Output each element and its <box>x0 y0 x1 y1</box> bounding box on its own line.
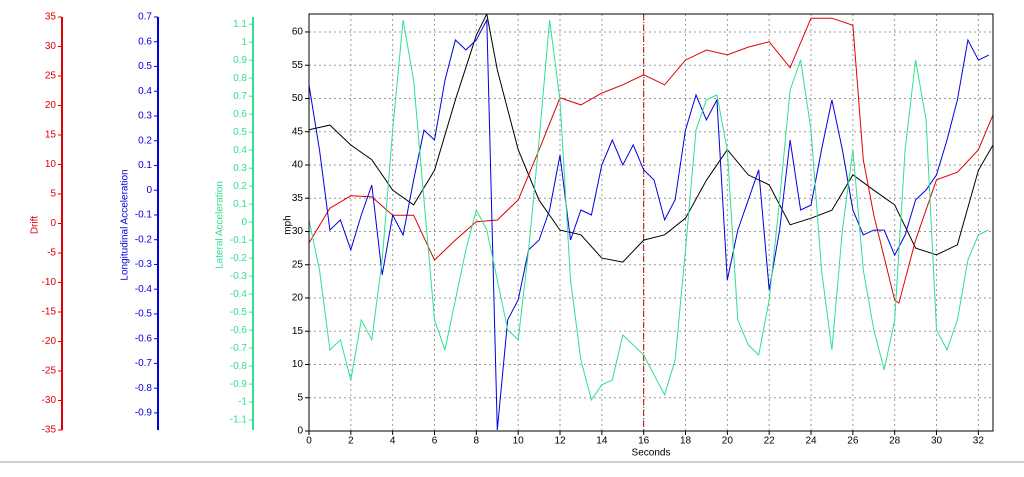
x-tick-label: 4 <box>390 436 396 447</box>
x-tick-label: 30 <box>931 436 943 447</box>
y-tick-label: -0.1 <box>135 210 153 221</box>
y-tick-label: 0.7 <box>138 12 152 23</box>
y-tick-label: -0.7 <box>135 358 153 369</box>
x-axis-label: Seconds <box>632 448 671 459</box>
axes: 0 2 4 6 8 10 12 14 16 18 20 22 24 26 28 30 32Seconds0510… <box>30 12 985 459</box>
x-tick-label: 16 <box>638 436 650 447</box>
y-tick-label: -20 <box>42 336 57 347</box>
x-tick-label: 22 <box>764 436 776 447</box>
y-tick-label: 0 <box>50 218 56 229</box>
y-tick-label: 0.6 <box>233 109 247 120</box>
y-tick-label: 20 <box>292 293 304 304</box>
y-tick-label: 0.6 <box>138 36 152 47</box>
y-tick-label: 0.4 <box>138 86 152 97</box>
x-tick-label: 24 <box>805 436 817 447</box>
y-tick-label: 1 <box>241 37 247 48</box>
x-tick-label: 18 <box>680 436 692 447</box>
y-tick-label: -0.3 <box>135 259 153 270</box>
y-tick-label: 0.8 <box>233 73 247 84</box>
y-tick-label: -0.3 <box>230 271 248 282</box>
y-tick-label: -0.9 <box>230 379 248 390</box>
y-tick-label: 35 <box>292 193 304 204</box>
y-tick-label: -0.9 <box>135 408 153 419</box>
y-tick-label: 0.1 <box>138 160 152 171</box>
y-tick-label: 0.2 <box>233 181 247 192</box>
y-tick-label: 40 <box>292 160 304 171</box>
y-axis-label: Lateral Acceleration <box>215 181 226 269</box>
y-tick-label: -0.7 <box>230 343 248 354</box>
y-tick-label: -0.2 <box>230 253 248 264</box>
y-tick-label: -10 <box>42 277 57 288</box>
y-tick-label: 0.5 <box>233 127 247 138</box>
y-tick-label: 10 <box>45 159 57 170</box>
y-tick-label: 20 <box>45 100 57 111</box>
y-tick-label: -30 <box>42 395 57 406</box>
y-tick-label: 25 <box>292 259 304 270</box>
y-tick-label: 0.1 <box>233 199 247 210</box>
y-tick-label: 50 <box>292 93 304 104</box>
y-tick-label: -0.5 <box>230 307 248 318</box>
y-tick-label: 5 <box>50 189 56 200</box>
y-tick-label: -1.1 <box>230 415 248 426</box>
x-tick-label: 26 <box>847 436 859 447</box>
y-tick-label: -0.4 <box>230 289 248 300</box>
y-axis-label: Drift <box>30 216 41 235</box>
plot-lines <box>309 14 993 431</box>
y-tick-label: 0.2 <box>138 135 152 146</box>
y-tick-label: -25 <box>42 366 57 377</box>
y-tick-label: 0.5 <box>138 61 152 72</box>
y-tick-label: 30 <box>45 41 57 52</box>
y-tick-label: -0.5 <box>135 309 153 320</box>
y-tick-label: 0.4 <box>233 145 247 156</box>
y-tick-label: 0.3 <box>233 163 247 174</box>
x-tick-label: 6 <box>432 436 438 447</box>
y-tick-label: -0.4 <box>135 284 153 295</box>
y-tick-label: -0.6 <box>135 333 153 344</box>
x-tick-label: 12 <box>554 436 566 447</box>
y-tick-label: 0 <box>146 185 152 196</box>
y-tick-label: -0.2 <box>135 234 153 245</box>
x-tick-label: 8 <box>474 436 480 447</box>
x-tick-label: 28 <box>889 436 901 447</box>
y-tick-label: 55 <box>292 60 304 71</box>
y-tick-label: 15 <box>45 130 57 141</box>
plot-frame <box>308 13 994 432</box>
y-tick-label: 35 <box>45 12 57 23</box>
y-tick-label: 5 <box>297 392 303 403</box>
y-tick-label: -15 <box>42 307 57 318</box>
x-tick-label: 0 <box>306 436 312 447</box>
y-tick-label: 1.1 <box>233 19 247 30</box>
x-tick-label: 2 <box>348 436 354 447</box>
y-tick-label: 0.9 <box>233 55 247 66</box>
x-tick-label: 32 <box>973 436 985 447</box>
y-axis-label: mph <box>283 215 294 234</box>
series-line <box>309 20 990 402</box>
y-axis-label: Longitudinal Acceleration <box>120 169 131 280</box>
y-tick-label: 60 <box>292 27 304 38</box>
series-line <box>309 14 993 263</box>
y-tick-label: 0.7 <box>233 91 247 102</box>
series-line <box>309 18 990 431</box>
y-tick-label: 0 <box>241 217 247 228</box>
x-tick-label: 10 <box>513 436 525 447</box>
x-tick-label: 14 <box>596 436 608 447</box>
y-tick-label: -35 <box>42 425 57 436</box>
y-tick-label: -0.8 <box>135 383 153 394</box>
y-tick-label: 30 <box>292 226 304 237</box>
y-tick-label: -0.6 <box>230 325 248 336</box>
y-tick-label: 0.3 <box>138 111 152 122</box>
y-tick-label: 0 <box>297 426 303 437</box>
y-tick-label: 15 <box>292 326 304 337</box>
y-tick-label: 10 <box>292 359 304 370</box>
y-tick-label: -5 <box>47 248 56 259</box>
y-tick-label: -1 <box>238 397 247 408</box>
y-tick-label: -0.1 <box>230 235 248 246</box>
x-tick-label: 20 <box>722 436 734 447</box>
y-tick-label: -0.8 <box>230 361 248 372</box>
y-tick-label: 25 <box>45 71 57 82</box>
y-tick-label: 45 <box>292 126 304 137</box>
